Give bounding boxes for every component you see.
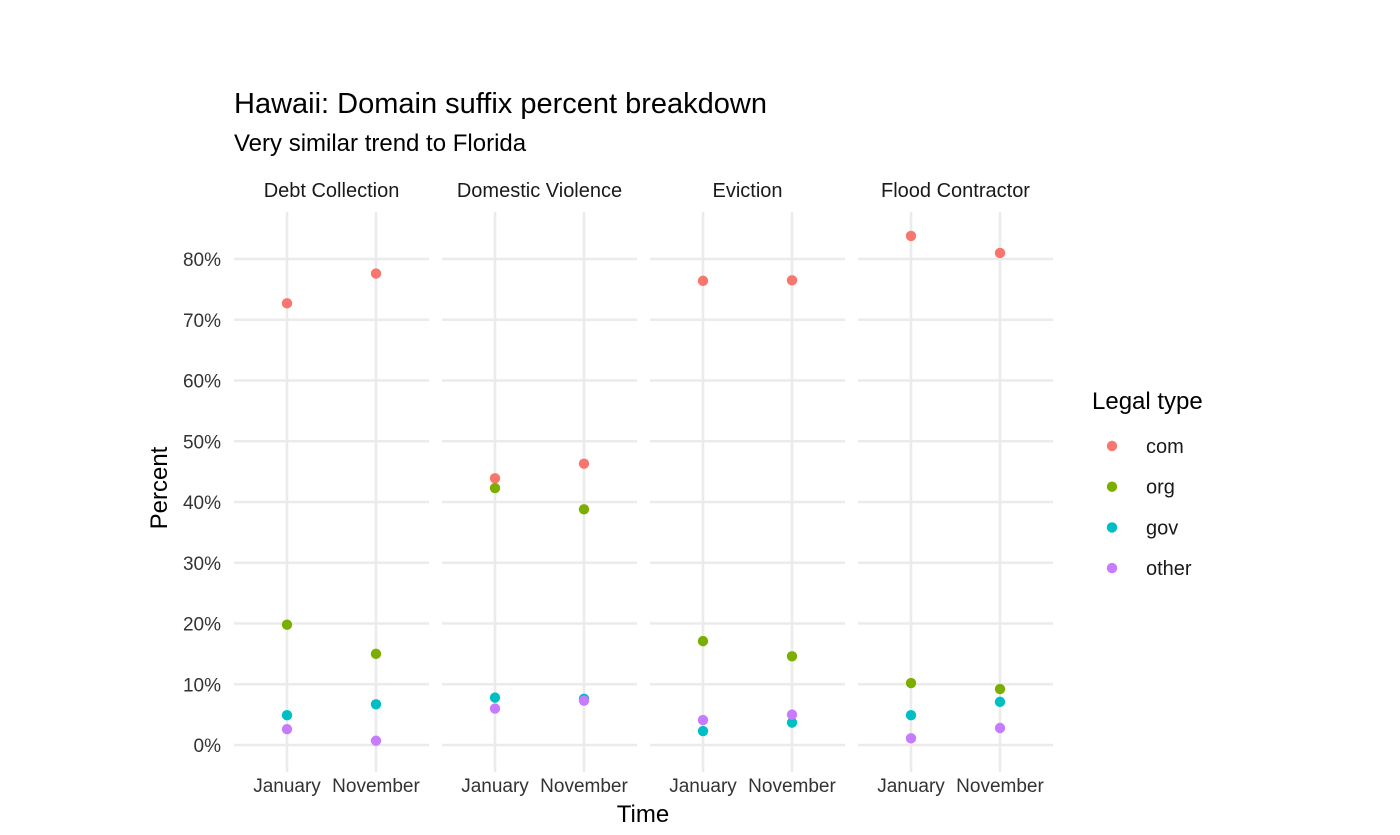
data-point-org [994, 683, 1006, 695]
data-point-org [905, 677, 917, 689]
x-tick-label: January [669, 776, 737, 797]
data-point-other [905, 733, 917, 744]
facet-title: Debt Collection [264, 180, 400, 202]
data-point-other [994, 722, 1006, 734]
data-point-other [578, 695, 590, 706]
data-point-gov [281, 710, 293, 721]
y-tick-label: 0% [194, 736, 222, 757]
data-point-com [786, 275, 798, 286]
data-point-gov [489, 692, 501, 703]
y-axis-ticks: 0% 10% 20% 30% 40% 50% 60% 70% 80% [183, 250, 221, 757]
facet-title: Eviction [712, 180, 782, 202]
data-point-gov [905, 710, 917, 721]
y-tick-label: 40% [183, 493, 221, 514]
chart-title: Hawaii: Domain suffix percent breakdown [234, 88, 767, 120]
data-point-gov [697, 725, 709, 737]
legend-label-com: com [1146, 436, 1184, 458]
facet-title: Flood Contractor [881, 180, 1030, 202]
data-point-org [697, 635, 709, 647]
legend-label-org: org [1146, 477, 1175, 499]
x-tick-label: January [461, 776, 529, 797]
grid-layer [234, 212, 1053, 772]
x-tick-label: January [253, 776, 321, 797]
data-point-com [697, 275, 709, 287]
data-point-org [281, 619, 293, 630]
data-point-org [370, 648, 382, 660]
y-tick-label: 80% [183, 250, 221, 271]
y-tick-label: 20% [183, 615, 221, 636]
x-tick-label: November [540, 776, 628, 797]
data-point-other [697, 714, 709, 726]
y-tick-label: 10% [183, 675, 221, 696]
x-tick-label: November [748, 776, 836, 797]
data-point-com [905, 230, 917, 242]
legend-key-gov [1106, 522, 1118, 533]
legend-key-com [1106, 440, 1118, 452]
data-point-other [370, 735, 382, 746]
data-point-gov [994, 696, 1006, 708]
legend-key-other [1106, 562, 1118, 574]
legend-key-org [1106, 481, 1118, 492]
x-tick-label: January [877, 776, 945, 797]
data-point-other [281, 724, 293, 735]
facet-strips: Debt Collection Domestic Violence Eviction… [264, 180, 1031, 202]
data-point-com [489, 473, 501, 484]
data-point-com [994, 247, 1006, 259]
y-tick-label: 30% [183, 554, 221, 575]
legend-items: com org gov other [1106, 436, 1192, 580]
y-axis-title: Percent [146, 446, 173, 529]
chart-subtitle: Very similar trend to Florida [234, 130, 527, 157]
data-point-org [786, 651, 798, 662]
data-point-gov [370, 699, 382, 710]
x-tick-label: November [956, 776, 1044, 797]
y-tick-label: 70% [183, 311, 221, 332]
x-tick-label: November [332, 776, 420, 797]
data-point-org [489, 482, 501, 494]
x-axis-title: Time [617, 801, 669, 828]
facet-title: Domestic Violence [457, 180, 622, 202]
data-point-other [489, 703, 501, 714]
legend: Legal type com org gov other [1092, 388, 1203, 580]
data-point-com [281, 298, 293, 309]
data-point-gov [786, 717, 798, 728]
data-points [281, 230, 1006, 746]
y-tick-label: 60% [183, 372, 221, 393]
legend-label-other: other [1146, 558, 1192, 580]
legend-label-gov: gov [1146, 517, 1178, 539]
data-point-com [370, 268, 382, 279]
data-point-com [578, 458, 590, 469]
x-axis-ticks: January November January November January Nov… [253, 776, 1044, 797]
legend-title: Legal type [1092, 388, 1203, 415]
y-tick-label: 50% [183, 432, 221, 453]
data-point-other [786, 709, 798, 720]
data-point-org [578, 504, 590, 515]
